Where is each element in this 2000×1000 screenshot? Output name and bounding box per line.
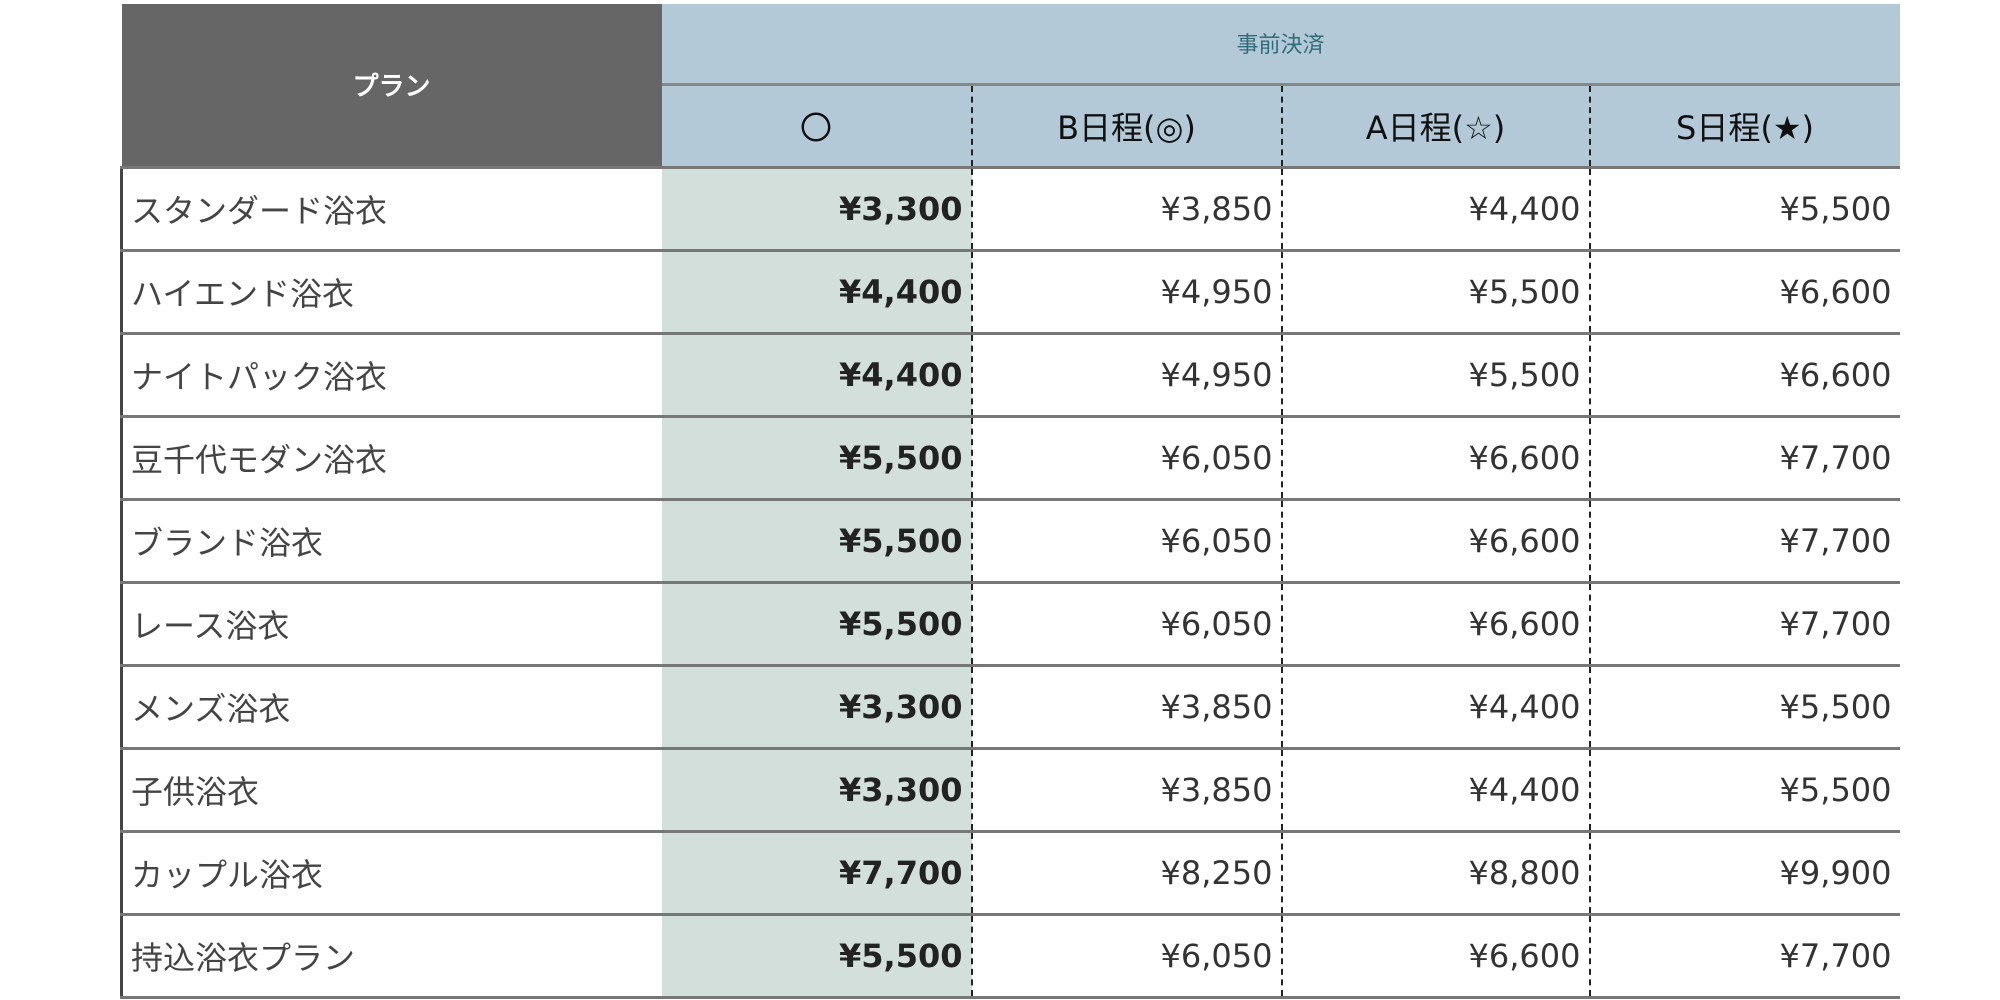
price-cell: ¥6,050 bbox=[971, 416, 1283, 501]
plan-name: カップル浴衣 bbox=[120, 831, 662, 916]
price-cell: ¥6,600 bbox=[1281, 499, 1591, 584]
column-header: 〇 bbox=[661, 84, 973, 169]
price-cell: ¥6,050 bbox=[971, 499, 1283, 584]
price-cell: ¥9,900 bbox=[1589, 831, 1900, 916]
table-row: 持込浴衣プラン ¥5,500 ¥6,050 ¥6,600 ¥7,700 bbox=[120, 914, 1900, 999]
price-cell: ¥5,500 bbox=[1589, 167, 1900, 252]
plan-name: スタンダード浴衣 bbox=[120, 167, 662, 252]
price-cell: ¥5,500 bbox=[1281, 333, 1591, 418]
table-row: メンズ浴衣 ¥3,300 ¥3,850 ¥4,400 ¥5,500 bbox=[120, 665, 1900, 750]
price-cell: ¥3,850 bbox=[971, 665, 1283, 750]
table-row: レース浴衣 ¥5,500 ¥6,050 ¥6,600 ¥7,700 bbox=[120, 582, 1900, 667]
plan-name: 豆千代モダン浴衣 bbox=[120, 416, 662, 501]
plan-name: メンズ浴衣 bbox=[120, 665, 662, 750]
price-cell: ¥6,050 bbox=[971, 914, 1283, 999]
price-cell: ¥5,500 bbox=[1281, 250, 1591, 335]
price-cell: ¥6,600 bbox=[1281, 582, 1591, 667]
column-header: S日程(★) bbox=[1589, 84, 1900, 169]
price-cell: ¥4,400 bbox=[1281, 665, 1591, 750]
price-cell: ¥5,500 bbox=[661, 582, 973, 667]
price-cell: ¥8,800 bbox=[1281, 831, 1591, 916]
table-row: スタンダード浴衣 ¥3,300 ¥3,850 ¥4,400 ¥5,500 bbox=[120, 167, 1900, 252]
price-cell: ¥5,500 bbox=[661, 499, 973, 584]
price-cell: ¥7,700 bbox=[1589, 416, 1900, 501]
price-cell: ¥4,950 bbox=[971, 250, 1283, 335]
plan-name: レース浴衣 bbox=[120, 582, 662, 667]
price-cell: ¥3,300 bbox=[661, 665, 973, 750]
table-row: 子供浴衣 ¥3,300 ¥3,850 ¥4,400 ¥5,500 bbox=[120, 748, 1900, 833]
plan-name: ハイエンド浴衣 bbox=[120, 250, 662, 335]
table-row: ハイエンド浴衣 ¥4,400 ¥4,950 ¥5,500 ¥6,600 bbox=[120, 250, 1900, 335]
table-row: カップル浴衣 ¥7,700 ¥8,250 ¥8,800 ¥9,900 bbox=[120, 831, 1900, 916]
price-cell: ¥6,600 bbox=[1589, 333, 1900, 418]
table-row: ナイトパック浴衣 ¥4,400 ¥4,950 ¥5,500 ¥6,600 bbox=[120, 333, 1900, 418]
price-cell: ¥5,500 bbox=[1589, 748, 1900, 833]
price-cell: ¥7,700 bbox=[1589, 582, 1900, 667]
price-cell: ¥5,500 bbox=[661, 914, 973, 999]
price-cell: ¥4,400 bbox=[661, 250, 973, 335]
price-cell: ¥6,600 bbox=[1281, 914, 1591, 999]
plan-header: プラン bbox=[121, 4, 662, 169]
price-cell: ¥3,300 bbox=[661, 748, 973, 833]
plan-name: 子供浴衣 bbox=[120, 748, 662, 833]
price-cell: ¥4,400 bbox=[661, 333, 973, 418]
price-cell: ¥4,400 bbox=[1281, 167, 1591, 252]
price-cell: ¥5,500 bbox=[1589, 665, 1900, 750]
price-cell: ¥4,400 bbox=[1281, 748, 1591, 833]
table-row: 豆千代モダン浴衣 ¥5,500 ¥6,050 ¥6,600 ¥7,700 bbox=[120, 416, 1900, 501]
price-cell: ¥3,850 bbox=[971, 167, 1283, 252]
table-row: ブランド浴衣 ¥5,500 ¥6,050 ¥6,600 ¥7,700 bbox=[120, 499, 1900, 584]
price-cell: ¥3,850 bbox=[971, 748, 1283, 833]
price-cell: ¥7,700 bbox=[661, 831, 973, 916]
price-cell: ¥8,250 bbox=[971, 831, 1283, 916]
price-table: プラン 事前決済 〇 B日程(◎) A日程(☆) S日程(★) スタンダード浴衣… bbox=[120, 4, 1900, 999]
column-header: B日程(◎) bbox=[971, 84, 1283, 169]
price-cell: ¥4,950 bbox=[971, 333, 1283, 418]
price-cell: ¥7,700 bbox=[1589, 914, 1900, 999]
price-cell: ¥6,600 bbox=[1281, 416, 1591, 501]
price-cell: ¥7,700 bbox=[1589, 499, 1900, 584]
plan-name: ナイトパック浴衣 bbox=[120, 333, 662, 418]
plan-name: ブランド浴衣 bbox=[120, 499, 662, 584]
price-cell: ¥5,500 bbox=[661, 416, 973, 501]
column-header: A日程(☆) bbox=[1281, 84, 1591, 169]
price-cell: ¥6,600 bbox=[1589, 250, 1900, 335]
plan-name: 持込浴衣プラン bbox=[120, 914, 662, 999]
price-cell: ¥6,050 bbox=[971, 582, 1283, 667]
price-cell: ¥3,300 bbox=[661, 167, 973, 252]
prepayment-header: 事前決済 bbox=[661, 4, 1900, 86]
